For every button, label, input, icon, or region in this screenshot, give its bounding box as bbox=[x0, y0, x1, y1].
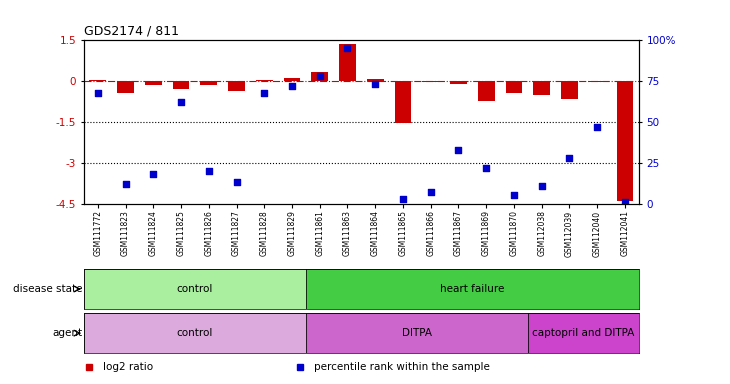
Point bbox=[342, 45, 353, 51]
Bar bbox=[561, 81, 577, 99]
Text: GDS2174 / 811: GDS2174 / 811 bbox=[84, 25, 179, 38]
Text: agent: agent bbox=[53, 328, 82, 338]
Bar bbox=[201, 81, 217, 85]
Bar bbox=[256, 80, 272, 81]
Bar bbox=[145, 81, 161, 85]
Bar bbox=[367, 79, 383, 81]
Bar bbox=[528, 313, 639, 353]
Point bbox=[369, 81, 381, 88]
Point bbox=[425, 189, 437, 195]
Bar bbox=[450, 81, 466, 84]
Point bbox=[453, 147, 464, 153]
Point bbox=[397, 195, 409, 202]
Point bbox=[286, 83, 298, 89]
Text: control: control bbox=[177, 328, 213, 338]
Bar bbox=[339, 45, 356, 81]
Text: percentile rank within the sample: percentile rank within the sample bbox=[314, 362, 490, 372]
Bar bbox=[118, 81, 134, 93]
Point bbox=[175, 99, 187, 106]
Bar bbox=[84, 269, 306, 309]
Text: heart failure: heart failure bbox=[440, 284, 504, 294]
Bar bbox=[395, 81, 411, 123]
Bar bbox=[478, 81, 494, 101]
Point bbox=[203, 168, 215, 174]
Bar bbox=[312, 71, 328, 81]
Bar bbox=[228, 81, 245, 91]
Bar bbox=[284, 78, 300, 81]
Point bbox=[480, 164, 492, 170]
Point bbox=[564, 155, 575, 161]
Bar bbox=[589, 81, 605, 83]
Point bbox=[258, 89, 270, 96]
Point bbox=[536, 182, 548, 189]
Point bbox=[231, 179, 242, 185]
Bar bbox=[423, 81, 439, 83]
Point bbox=[92, 89, 104, 96]
Bar bbox=[506, 81, 522, 93]
Text: disease state: disease state bbox=[13, 284, 82, 294]
Bar bbox=[84, 313, 306, 353]
Point bbox=[508, 192, 520, 199]
Point bbox=[120, 181, 131, 187]
Text: log2 ratio: log2 ratio bbox=[104, 362, 153, 372]
Bar bbox=[617, 81, 633, 201]
Text: DITPA: DITPA bbox=[402, 328, 432, 338]
Bar bbox=[173, 81, 189, 89]
Bar bbox=[534, 81, 550, 95]
Bar bbox=[90, 80, 106, 81]
Point bbox=[314, 73, 326, 79]
Point bbox=[147, 171, 159, 177]
Bar bbox=[306, 313, 528, 353]
Point bbox=[619, 199, 631, 205]
Text: control: control bbox=[177, 284, 213, 294]
Point bbox=[591, 124, 603, 130]
Text: captopril and DITPA: captopril and DITPA bbox=[532, 328, 634, 338]
Bar bbox=[306, 269, 639, 309]
